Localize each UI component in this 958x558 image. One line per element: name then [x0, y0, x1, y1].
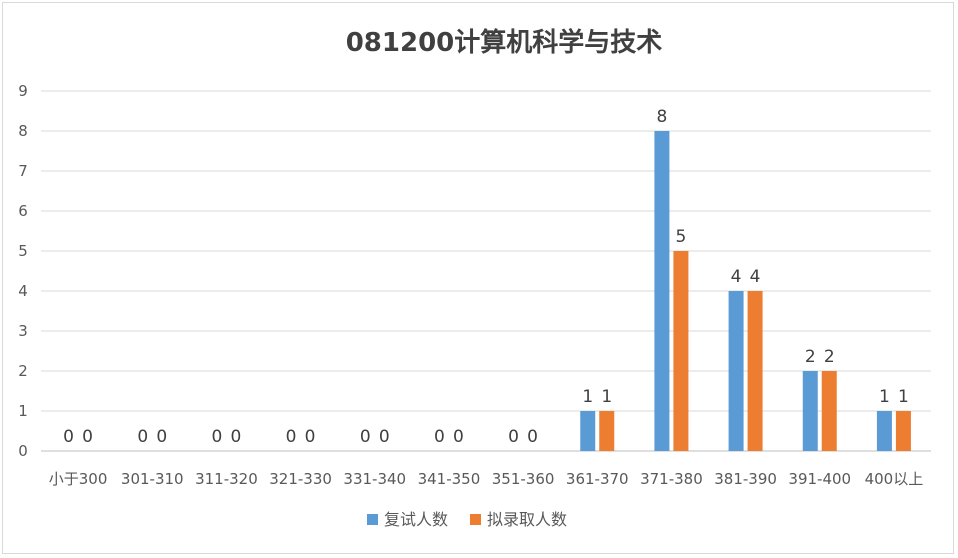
x-tick-label: 391-400 — [788, 470, 851, 488]
data-label: 4 — [750, 267, 761, 287]
data-label: 0 — [156, 427, 167, 447]
bar — [654, 131, 670, 451]
y-axis-ticks: 0 1 2 3 4 5 6 7 8 9 — [18, 82, 28, 460]
y-tick-label: 5 — [18, 242, 28, 260]
legend: 复试人数 拟录取人数 — [367, 510, 567, 529]
bar — [747, 291, 763, 451]
x-tick-label: 361-370 — [566, 470, 629, 488]
data-label: 8 — [657, 107, 668, 127]
data-label: 0 — [212, 427, 223, 447]
x-tick-label: 小于300 — [49, 470, 108, 488]
bars — [580, 131, 911, 451]
data-label: 0 — [137, 427, 148, 447]
data-label: 0 — [360, 427, 371, 447]
legend-label: 复试人数 — [384, 510, 448, 529]
data-label: 0 — [305, 427, 316, 447]
x-axis-ticks: 小于300 301-310 311-320 321-330 331-340 341-350… — [49, 470, 923, 488]
data-label: 0 — [63, 427, 74, 447]
x-tick-label: 311-320 — [195, 470, 258, 488]
chart-title: 081200计算机科学与技术 — [346, 27, 663, 58]
x-tick-label: 351-360 — [492, 470, 555, 488]
x-tick-label: 400以上 — [865, 470, 924, 488]
data-label: 0 — [508, 427, 519, 447]
y-tick-label: 3 — [18, 322, 28, 340]
data-label: 0 — [231, 427, 242, 447]
data-label: 0 — [434, 427, 445, 447]
y-tick-label: 4 — [18, 282, 28, 300]
y-tick-label: 0 — [18, 442, 28, 460]
y-tick-label: 6 — [18, 202, 28, 220]
data-label: 1 — [582, 387, 593, 407]
gridlines — [41, 90, 931, 452]
bar — [876, 411, 892, 451]
x-tick-label: 321-330 — [269, 470, 332, 488]
data-label: 0 — [453, 427, 464, 447]
data-label: 4 — [731, 267, 742, 287]
legend-swatch — [367, 514, 378, 525]
bar — [673, 251, 689, 451]
y-tick-label: 9 — [18, 82, 28, 100]
data-label: 0 — [379, 427, 390, 447]
legend-label: 拟录取人数 — [487, 510, 567, 529]
x-tick-label: 331-340 — [343, 470, 406, 488]
x-tick-label: 301-310 — [121, 470, 184, 488]
data-label: 0 — [82, 427, 93, 447]
data-label: 5 — [676, 227, 687, 247]
data-label: 1 — [898, 387, 909, 407]
data-label: 0 — [527, 427, 538, 447]
y-tick-label: 2 — [18, 362, 28, 380]
bar — [895, 411, 911, 451]
bar — [580, 411, 596, 451]
y-tick-label: 7 — [18, 162, 28, 180]
y-tick-label: 8 — [18, 122, 28, 140]
data-label: 1 — [879, 387, 890, 407]
data-label: 0 — [286, 427, 297, 447]
x-tick-label: 341-350 — [418, 470, 481, 488]
legend-swatch — [470, 514, 481, 525]
bar — [728, 291, 744, 451]
bar — [802, 371, 818, 451]
y-tick-label: 1 — [18, 402, 28, 420]
data-label: 1 — [601, 387, 612, 407]
bar — [599, 411, 615, 451]
data-label: 2 — [824, 347, 835, 367]
x-tick-label: 381-390 — [714, 470, 777, 488]
x-tick-label: 371-380 — [640, 470, 703, 488]
bar — [821, 371, 837, 451]
data-label: 2 — [805, 347, 816, 367]
